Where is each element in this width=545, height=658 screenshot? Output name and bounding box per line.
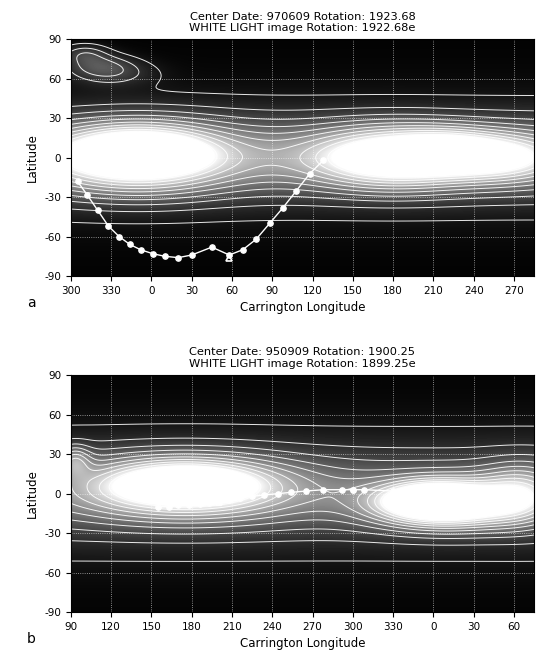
Title: Center Date: 950909 Rotation: 1900.25
WHITE LIGHT image Rotation: 1899.25e: Center Date: 950909 Rotation: 1900.25 WH…: [189, 347, 416, 369]
Y-axis label: Latitude: Latitude: [26, 134, 39, 182]
Text: b: b: [27, 632, 36, 645]
Text: a: a: [27, 296, 35, 310]
X-axis label: Carrington Longitude: Carrington Longitude: [240, 637, 365, 650]
Y-axis label: Latitude: Latitude: [26, 469, 39, 518]
X-axis label: Carrington Longitude: Carrington Longitude: [240, 301, 365, 315]
Title: Center Date: 970609 Rotation: 1923.68
WHITE LIGHT image Rotation: 1922.68e: Center Date: 970609 Rotation: 1923.68 WH…: [189, 12, 416, 33]
